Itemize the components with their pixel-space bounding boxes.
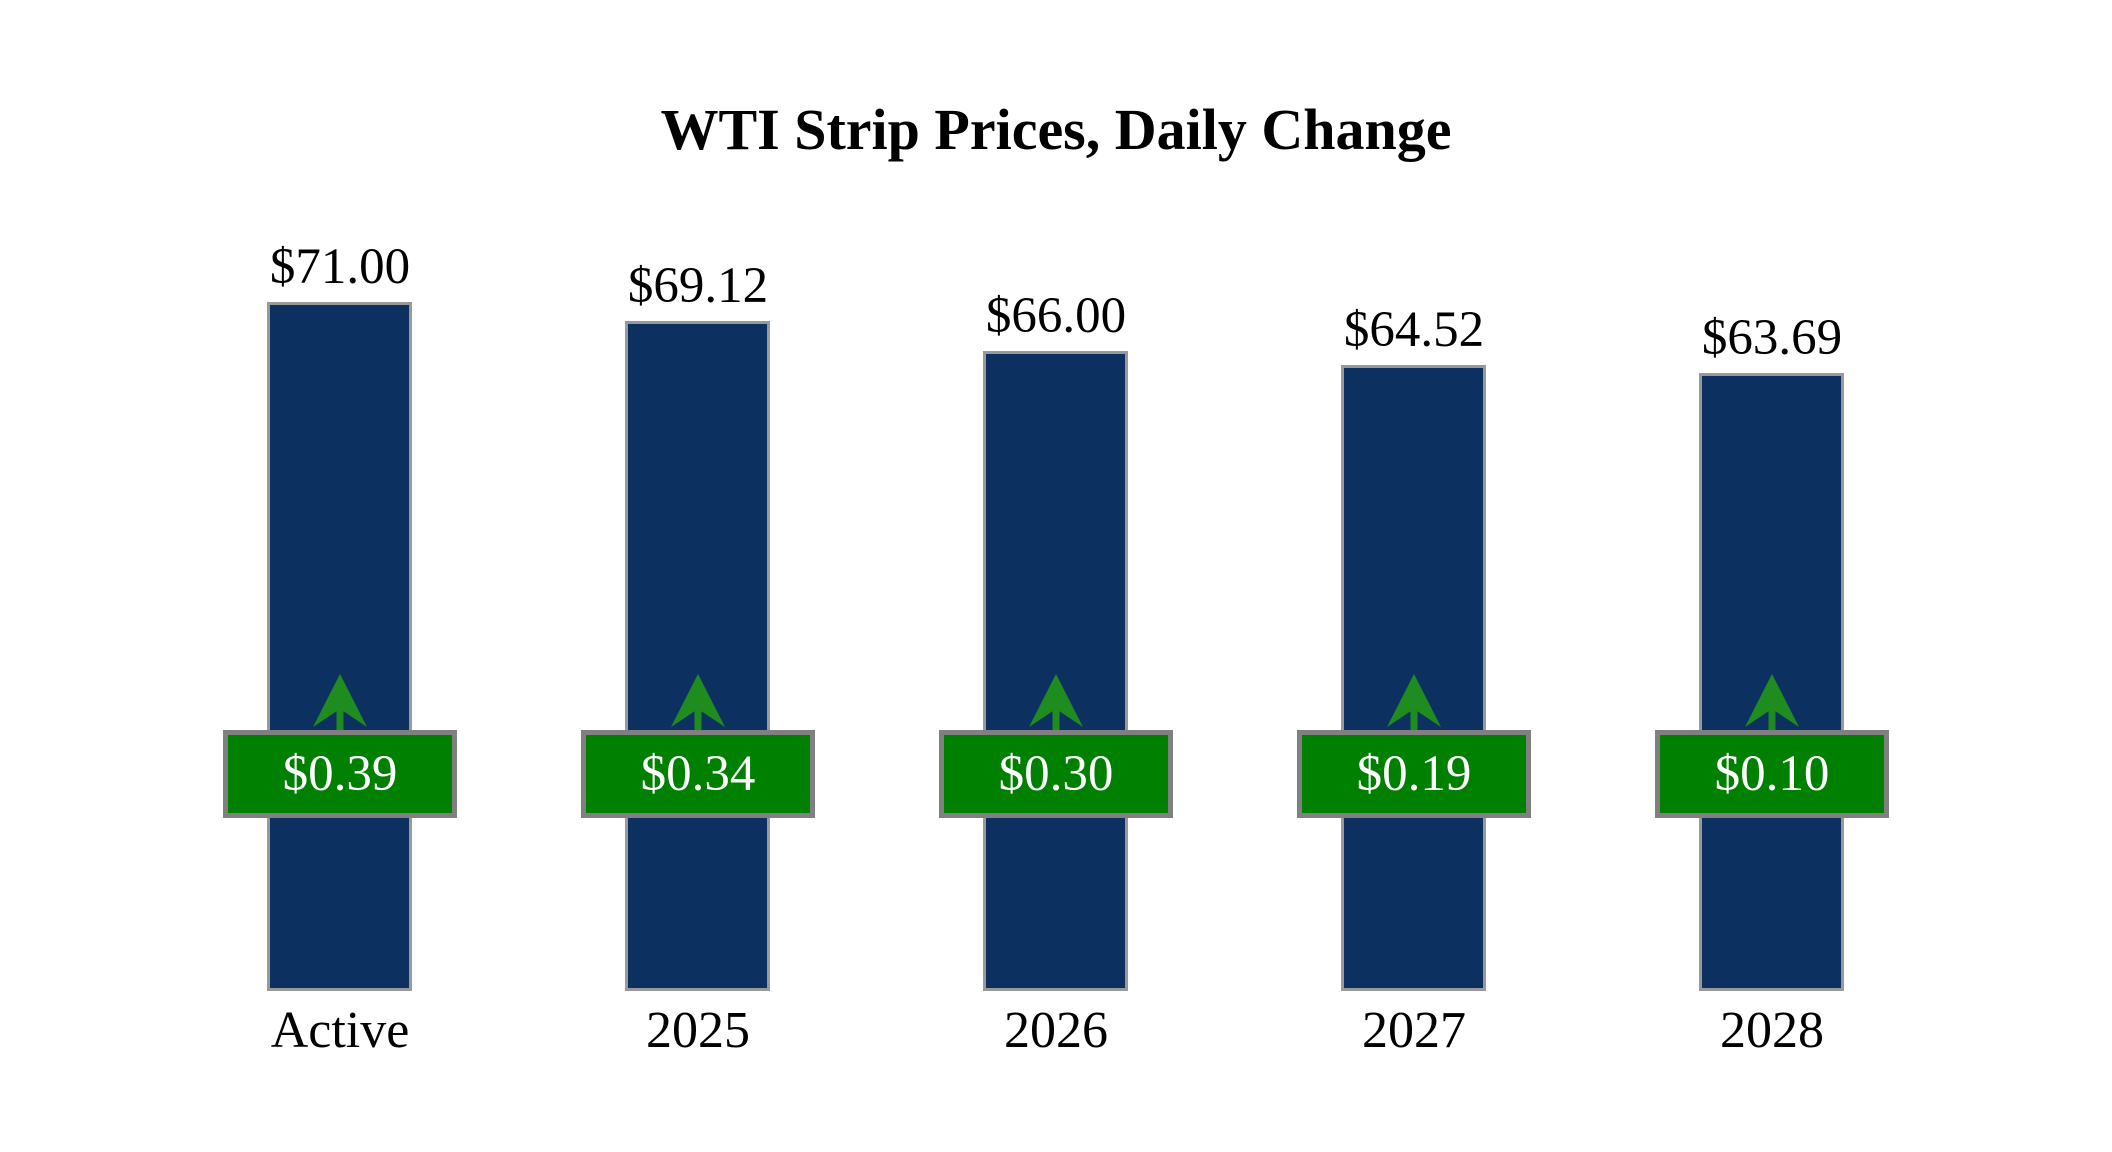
- chart-title: WTI Strip Prices, Daily Change: [660, 97, 1452, 162]
- up-arrow-icon: [313, 674, 367, 730]
- price-label: $69.12: [627, 258, 769, 314]
- price-label: $66.00: [985, 288, 1127, 344]
- daily-change-badge: $0.39: [223, 730, 457, 818]
- up-arrow-icon: [1029, 674, 1083, 730]
- up-arrow-icon: [671, 674, 725, 730]
- category-label: 2027: [1362, 1002, 1466, 1059]
- category-label: 2028: [1720, 1002, 1824, 1059]
- daily-change-label: $0.19: [1356, 746, 1472, 802]
- category-label: Active: [270, 1002, 410, 1059]
- category-label: 2025: [646, 1002, 750, 1059]
- price-label: $64.52: [1343, 302, 1485, 358]
- up-arrow-icon: [1387, 674, 1441, 730]
- daily-change-label: $0.39: [282, 746, 398, 802]
- price-bar: [983, 351, 1128, 991]
- price-label: $63.69: [1701, 310, 1843, 366]
- daily-change-badge: $0.19: [1297, 730, 1531, 818]
- daily-change-badge: $0.30: [939, 730, 1173, 818]
- daily-change-badge: $0.10: [1655, 730, 1889, 818]
- daily-change-label: $0.34: [640, 746, 756, 802]
- price-bar: [267, 302, 412, 991]
- up-arrow-icon: [1745, 674, 1799, 730]
- category-label: 2026: [1004, 1002, 1108, 1059]
- daily-change-badge: $0.34: [581, 730, 815, 818]
- daily-change-label: $0.10: [1714, 746, 1830, 802]
- price-bar: [625, 321, 770, 991]
- daily-change-label: $0.30: [998, 746, 1114, 802]
- price-label: $71.00: [269, 239, 411, 295]
